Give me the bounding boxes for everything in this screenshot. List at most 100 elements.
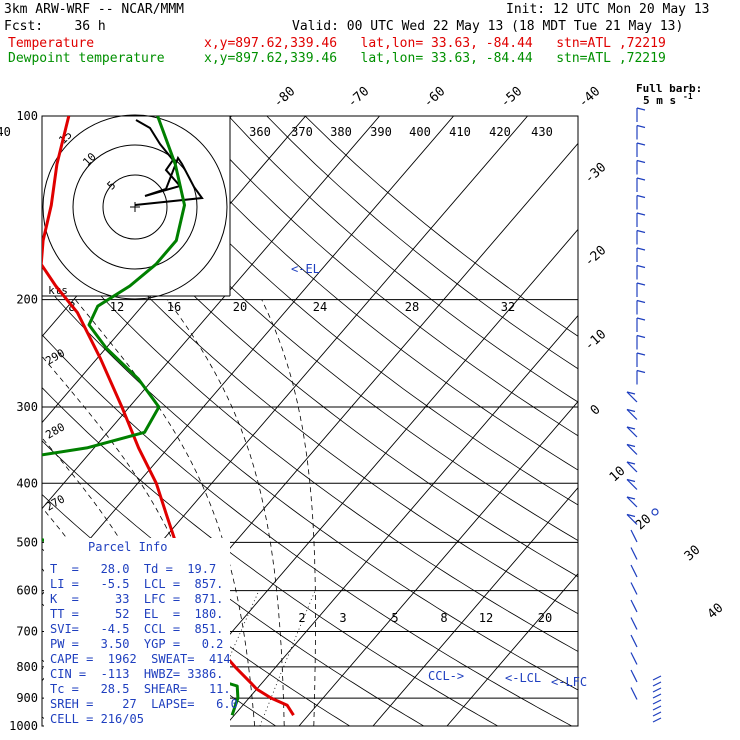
isotherm-line [224, 314, 578, 726]
temperature-legend-label: Temperature [8, 36, 95, 51]
isotherm-line [0, 116, 10, 726]
parcel-row: PW = 3.50 YGP = 0.2 [50, 637, 224, 651]
wind-barb-flag [626, 391, 636, 395]
wind-barb-flag [636, 317, 646, 321]
theta-label: 380 [330, 125, 352, 139]
wind-barb-flag [636, 334, 646, 339]
dry-adiabat [42, 281, 578, 691]
pressure-tick-label: 400 [16, 476, 38, 490]
theta-label: 420 [489, 125, 511, 139]
pressure-tick-label: 300 [16, 400, 38, 414]
wind-barb-flag [636, 264, 646, 269]
mixing-ratio-label: 8 [440, 611, 447, 625]
wind-barb-staff [630, 547, 638, 560]
dry-adiabat [189, 116, 578, 437]
moist-adiabat [261, 299, 316, 726]
thetae-label: 270 [43, 492, 67, 513]
wind-barb-staff [630, 687, 638, 700]
surface-wind-barb [652, 705, 662, 711]
pressure-tick-label: 200 [16, 293, 38, 307]
parcel-row: CIN = -113 HWBZ= 3386. [50, 667, 224, 681]
wind-barb-flag [626, 461, 636, 465]
isotherm-line [150, 228, 578, 726]
surface-wind-barb [652, 681, 662, 687]
ccl-annotation: CCL-> [428, 669, 464, 683]
isotherm-label: -30 [582, 160, 609, 187]
surface-wind-barb [652, 717, 662, 723]
wind-barb-staff [630, 617, 638, 630]
isotherm-label: 30 [682, 543, 704, 565]
wind-barb-staff [626, 409, 638, 420]
parcel-row: SVI= -4.5 CCL = 851. [50, 622, 224, 636]
wind-barb-flag [626, 443, 636, 448]
mixing-ratio-label: 3 [339, 611, 346, 625]
valid-time: Valid: 00 UTC Wed 22 May 13 (18 MDT Tue … [292, 19, 684, 34]
pressure-tick-label: 1000 [9, 719, 38, 733]
dry-adiabat [42, 334, 573, 726]
dry-adiabat [151, 116, 578, 471]
parcel-row: CELL = 216/05 [50, 712, 144, 726]
wind-barb-flag [636, 352, 646, 356]
hodograph-ring [72, 144, 198, 270]
thetae-label: 280 [43, 420, 67, 441]
theta-label: 390 [370, 125, 392, 139]
pressure-tick-label: 900 [16, 691, 38, 705]
wind-barb-flag [636, 369, 646, 374]
theta-label: 440 [0, 125, 11, 139]
dry-adiabat [42, 122, 578, 578]
parcel-row: CAPE = 1962 SWEAT= 414 [50, 652, 231, 666]
wind-barb-flag [626, 408, 636, 413]
thetae-label: 290 [43, 346, 67, 367]
isotherm-label: -80 [271, 84, 298, 111]
moist-adiabat [74, 299, 255, 726]
isotherm-label: -10 [582, 327, 609, 354]
wind-barb-flag [636, 107, 646, 111]
wind-barb-staff [630, 529, 638, 543]
isotherm-line [298, 400, 578, 726]
isotherm-label: 20 [633, 512, 655, 534]
isotherm-label: -70 [345, 84, 372, 111]
theta-label: 430 [531, 125, 553, 139]
temperature-location: x,y=897.62,339.46 lat,lon= 33.63, -84.44… [204, 36, 666, 51]
surface-wind-barb [652, 711, 662, 717]
theta-label: 400 [409, 125, 431, 139]
wind-barb-staff [626, 479, 638, 490]
plot-border [41, 115, 579, 727]
hodograph-speed-label: 24 [313, 300, 327, 314]
hodograph-speed-label: 16 [167, 300, 181, 314]
wind-barb-staff [626, 426, 638, 438]
hodograph-trace [134, 119, 204, 206]
wind-barb-staff [630, 652, 638, 665]
init-time: Init: 12 UTC Mon 20 May 13 [506, 2, 710, 17]
dry-adiabat [42, 175, 578, 615]
forecast-hour: Fcst: 36 h [4, 19, 106, 34]
wind-barb-staff [626, 391, 638, 403]
wind-barb-flag [626, 426, 636, 430]
dry-adiabat [74, 116, 578, 542]
isotherm-line [42, 116, 454, 596]
parcel-row: Tc = 28.5 SHEAR= 11. [50, 682, 231, 696]
wind-calm-circle [651, 508, 659, 516]
theta-label: 410 [449, 125, 471, 139]
surface-wind-barb [652, 693, 662, 699]
isotherm-label: -40 [576, 84, 603, 111]
barb-legend-title: Full barb: [636, 82, 702, 95]
wind-barb-flag [636, 159, 646, 164]
parcel-info-box: Parcel Info T = 28.0 Td = 19.7 LI = -5.5… [44, 538, 238, 728]
wind-barb-staff [630, 564, 638, 578]
wind-barb-flag [626, 513, 636, 518]
parcel-row: TT = 52 EL = 180. [50, 607, 224, 621]
hodograph-speed-label: 12 [110, 300, 124, 314]
el-annotation: <-EL [291, 262, 320, 276]
dewpoint-legend-label: Dewpoint temperature [8, 51, 165, 66]
mixing-ratio-label: 12 [479, 611, 493, 625]
dry-adiabat [304, 116, 578, 337]
isotherm-line [42, 116, 380, 510]
surface-wind-barb [652, 675, 662, 681]
pressure-tick-label: 600 [16, 584, 38, 598]
pressure-tick-label: 500 [16, 535, 38, 549]
surface-wind-barb [652, 699, 662, 705]
